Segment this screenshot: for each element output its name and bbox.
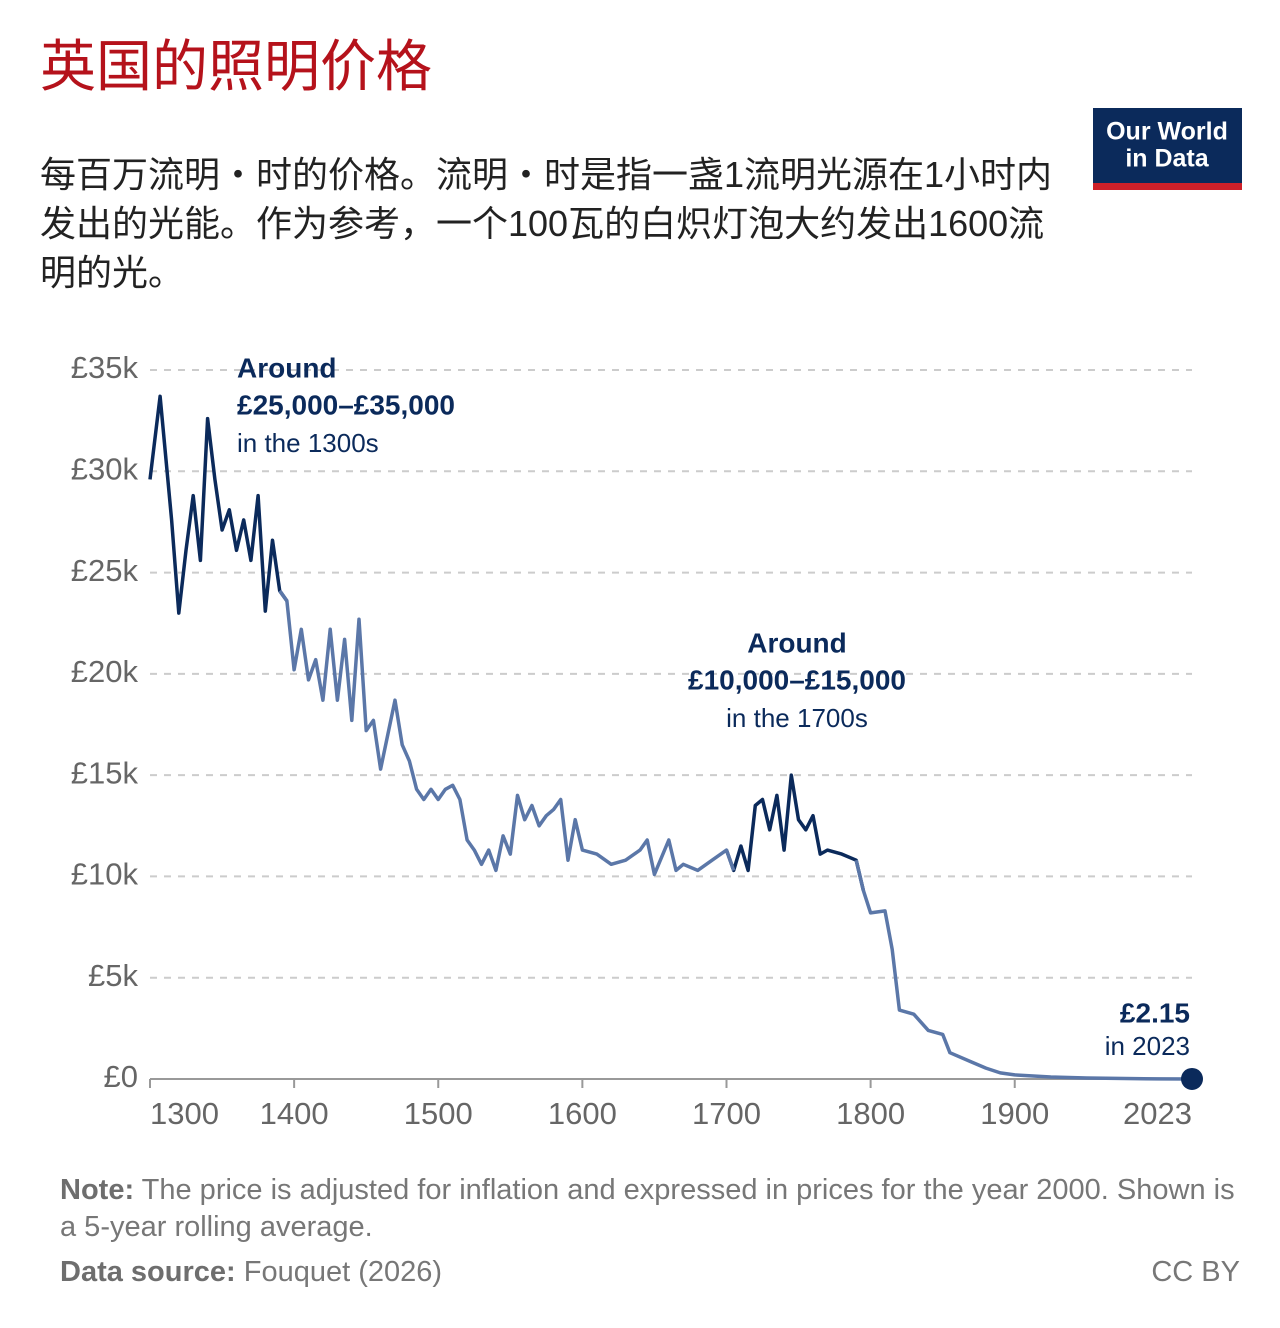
license: CC BY: [1151, 1256, 1240, 1288]
y-tick-label: £15k: [71, 755, 139, 790]
subtitle: 每百万流明・时的价格。流明・时是指一盏1流明光源在1小时内发出的光能。作为参考，…: [40, 154, 1053, 293]
annotation: £25,000–£35,000: [237, 389, 455, 420]
note: Note: The price is adjusted for inflatio…: [60, 1172, 1240, 1246]
annotation: Around: [747, 627, 847, 658]
x-tick-label: 1300: [150, 1096, 219, 1131]
logo-box: [1093, 108, 1242, 183]
end-dot: [1181, 1067, 1203, 1090]
y-tick-label: £5k: [88, 958, 138, 993]
logo-bar: [1093, 183, 1242, 190]
annotation: in the 1700s: [726, 703, 868, 733]
source-label: Data source:: [60, 1256, 236, 1288]
line: [278, 589, 1193, 1081]
y-tick-label: £30k: [71, 451, 139, 486]
annotation: £10,000–£15,000: [688, 664, 906, 695]
annotation: £2.15: [1120, 997, 1190, 1028]
x-tick-label: 1500: [404, 1096, 473, 1131]
source-text: Fouquet (2026): [243, 1256, 443, 1288]
y-tick-label: £0: [104, 1059, 138, 1094]
title: 英国的照明价格: [40, 35, 432, 98]
x-tick-label: 1900: [980, 1096, 1049, 1131]
x-tick-label: 1800: [836, 1096, 905, 1131]
x-tick-label: 1400: [260, 1096, 329, 1131]
y-tick-label: £35k: [71, 350, 139, 385]
line: [148, 394, 866, 892]
annotation: in 2023: [1105, 1031, 1190, 1061]
source: Data source: Fouquet (2026): [60, 1256, 442, 1289]
x-tick-label: 1600: [548, 1096, 617, 1131]
annotation: in the 1300s: [237, 428, 379, 458]
y-tick-label: £10k: [71, 857, 139, 892]
logo-text: in Data: [1125, 145, 1209, 173]
logo-text: Our World: [1106, 118, 1228, 146]
annotation: Around: [237, 352, 337, 383]
y-tick-label: £20k: [71, 654, 139, 689]
note-label: Note:: [60, 1174, 135, 1206]
x-tick-label: 1700: [692, 1096, 761, 1131]
y-tick-label: £25k: [71, 553, 139, 588]
note-text: The price is adjusted for inflation and …: [60, 1174, 1235, 1243]
x-tick-label: 2023: [1123, 1096, 1192, 1131]
